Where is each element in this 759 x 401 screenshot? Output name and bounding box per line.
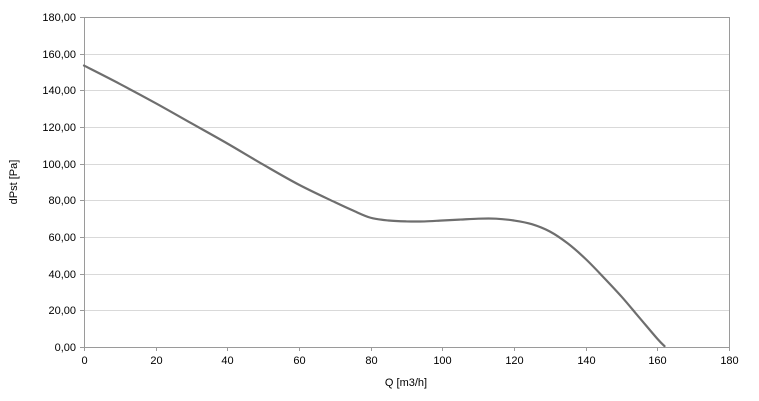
y-tick-label: 40,00 <box>48 269 76 281</box>
x-tick-label: 160 <box>648 355 666 367</box>
y-tick-label: 60,00 <box>48 232 76 244</box>
y-tick-label: 0,00 <box>55 342 76 354</box>
y-tick-label: 80,00 <box>48 195 76 207</box>
x-tick-label: 120 <box>505 355 523 367</box>
x-tick-label: 0 <box>81 355 87 367</box>
x-tick-label: 20 <box>150 355 162 367</box>
x-tick-label: 140 <box>577 355 595 367</box>
y-tick-label: 100,00 <box>42 159 76 171</box>
x-tick-label: 80 <box>365 355 377 367</box>
x-tick-label: 60 <box>293 355 305 367</box>
plot-border <box>84 17 730 348</box>
x-axis-title: Q [m3/h] <box>384 377 428 389</box>
y-tick-label: 20,00 <box>48 305 76 317</box>
x-tick-label: 180 <box>720 355 738 367</box>
curve-dpst <box>82 64 666 348</box>
x-tick-label: 100 <box>433 355 451 367</box>
x-tick-label: 40 <box>221 355 233 367</box>
y-tick-label: 160,00 <box>42 49 76 61</box>
y-tick-label: 140,00 <box>42 85 76 97</box>
y-tick-label: 180,00 <box>42 12 76 24</box>
y-axis-title: dPst [Pa] <box>8 159 20 205</box>
y-tick-label: 120,00 <box>42 122 76 134</box>
